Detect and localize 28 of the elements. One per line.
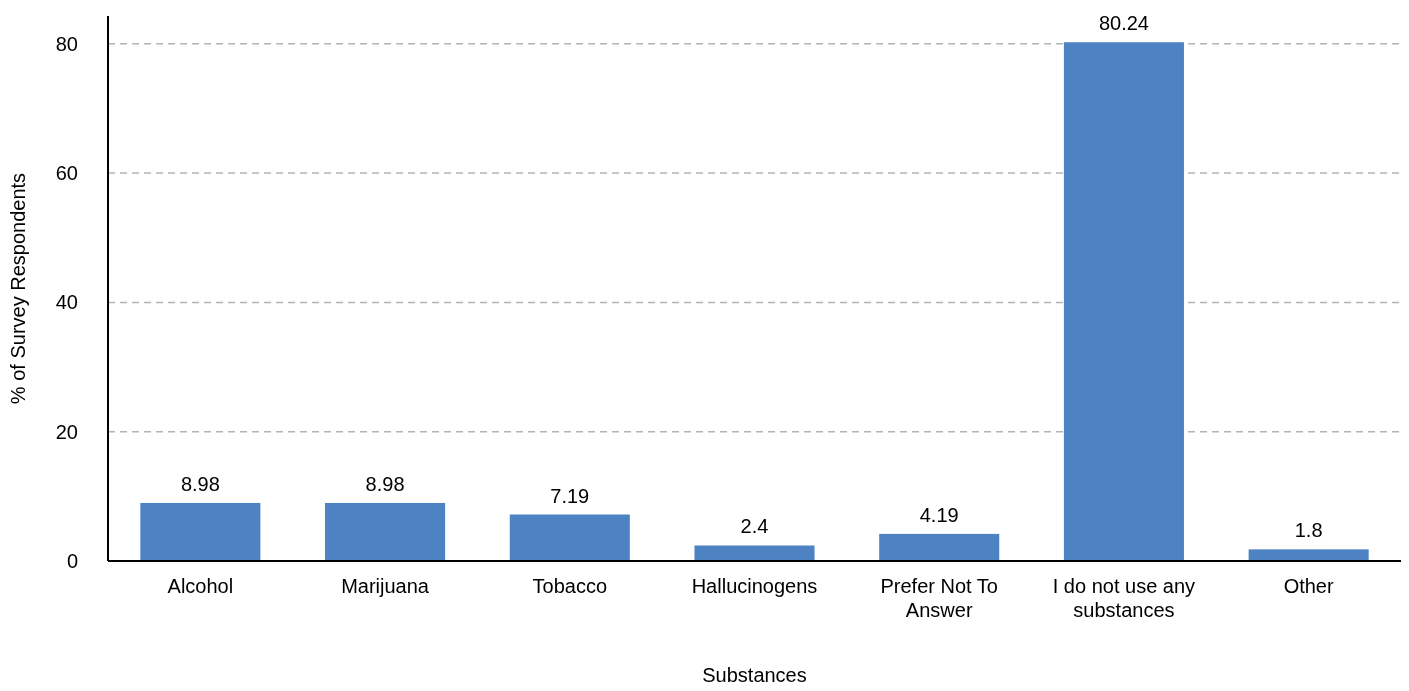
x-tick-label: Marijuana (341, 575, 430, 597)
x-tick-label: Alcohol (167, 575, 234, 597)
bar (1248, 549, 1369, 561)
x-tick-label: Other (1283, 575, 1334, 597)
bar (694, 545, 815, 561)
bar (879, 533, 1000, 561)
bar (509, 514, 630, 561)
data-label: 4.19 (919, 503, 959, 526)
data-label: 8.98 (365, 472, 405, 495)
bar (140, 502, 261, 561)
bar (325, 502, 446, 561)
x-tick-label: Tobacco (532, 575, 608, 597)
data-label: 7.19 (550, 484, 590, 507)
data-label: 80.24 (1098, 12, 1149, 35)
bar (1063, 42, 1184, 561)
y-tick-label: 20 (55, 420, 78, 443)
x-tick-label: I do not use any substances (1052, 575, 1196, 621)
y-tick-label: 60 (55, 162, 78, 185)
x-tick-label: Hallucinogens (691, 575, 818, 597)
y-tick-label: 40 (55, 291, 78, 314)
y-tick-label: 80 (55, 32, 78, 55)
y-tick-label: 0 (66, 550, 78, 572)
y-axis-title: % of Survey Respondents (7, 172, 29, 405)
data-label: 2.4 (740, 515, 769, 538)
data-label: 1.8 (1294, 519, 1323, 542)
x-axis-title: Substances (702, 664, 807, 686)
x-tick-label: Prefer Not To Answer (880, 575, 998, 621)
data-label: 8.98 (180, 472, 220, 495)
